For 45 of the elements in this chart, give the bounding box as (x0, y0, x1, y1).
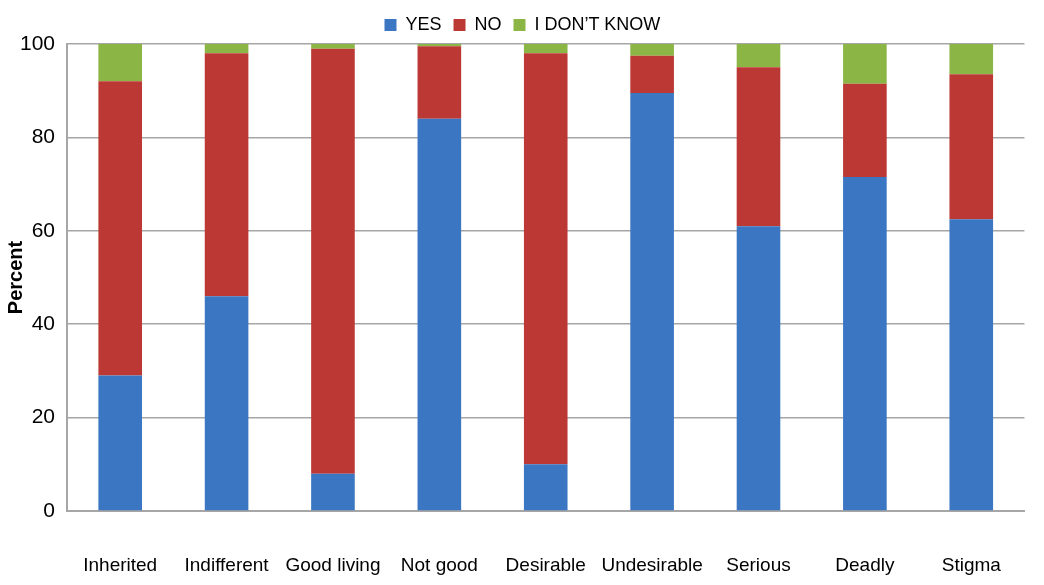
bar (630, 55, 674, 94)
bar (843, 83, 887, 178)
y-tick-label: 0 (43, 497, 55, 521)
bar (417, 118, 462, 511)
bar (949, 219, 994, 511)
bar (204, 53, 249, 297)
y-tick-label: 100 (19, 30, 55, 54)
bar (311, 48, 355, 474)
bar (843, 44, 887, 84)
legend-label: I DON’T KNOW (534, 13, 661, 34)
bar (843, 177, 887, 511)
bar (523, 464, 568, 511)
bar (949, 74, 994, 220)
x-tick-label: Indifferent (184, 553, 270, 575)
x-tick-label: Good living (285, 553, 381, 575)
bar (311, 44, 355, 49)
bar (630, 93, 674, 511)
x-tick-label: Not good (400, 553, 478, 575)
legend-label: NO (474, 13, 502, 34)
x-tick-label: Undesirable (601, 553, 703, 575)
bar (311, 473, 355, 511)
bar (630, 44, 674, 56)
bar (736, 44, 781, 68)
bar (98, 44, 142, 82)
x-tick-label: Inherited (83, 553, 158, 575)
bar (98, 81, 142, 376)
bar (204, 296, 249, 511)
y-tick-label: 60 (31, 217, 55, 241)
bar (736, 226, 781, 511)
x-tick-label: Stigma (941, 553, 1002, 575)
bar (417, 46, 462, 119)
bar (736, 67, 781, 227)
y-axis-title: Percent (3, 240, 26, 315)
bar (204, 44, 249, 54)
y-tick-label: 40 (31, 311, 55, 334)
y-tick-label: 20 (31, 404, 55, 428)
x-tick-label: Desirable (505, 553, 586, 575)
y-tick-label: 80 (31, 124, 55, 148)
bar (98, 375, 142, 511)
x-tick-label: Deadly (835, 553, 895, 575)
x-tick-label: Serious (726, 553, 791, 575)
legend-label: YES (405, 13, 442, 34)
bar (949, 44, 994, 75)
bar (523, 44, 568, 54)
bar (523, 53, 568, 465)
